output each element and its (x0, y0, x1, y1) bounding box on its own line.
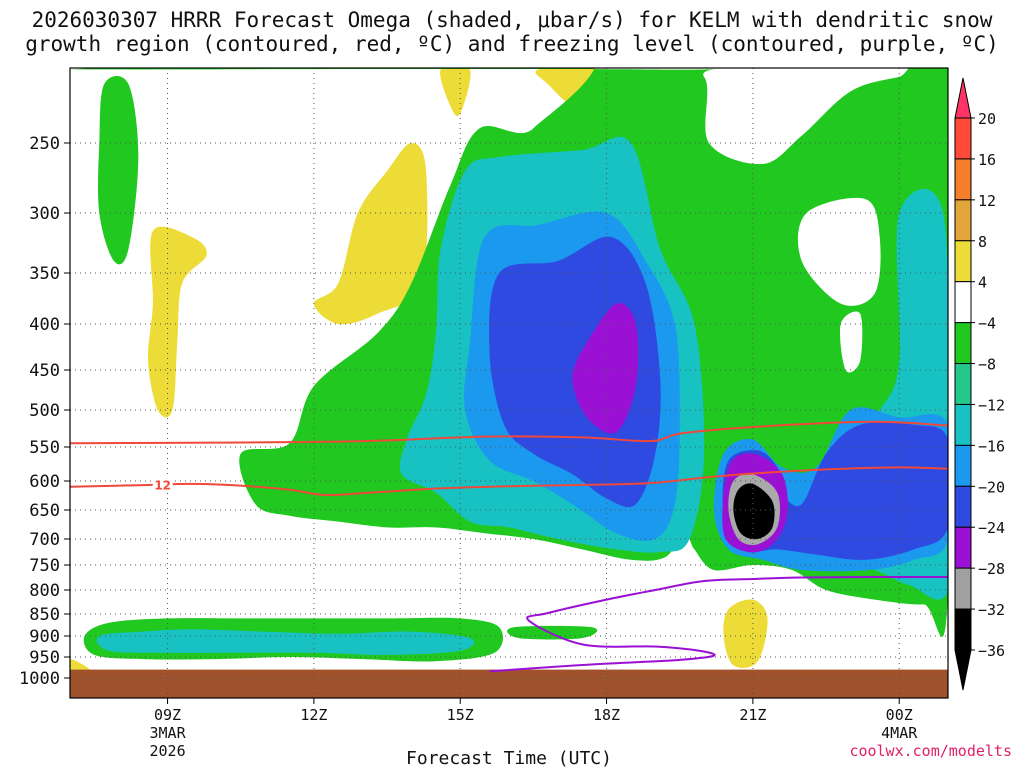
colorbar-segment (954, 117, 972, 160)
omega-region-right-white-hole-2 (839, 311, 863, 373)
colorbar-label: 16 (978, 151, 996, 169)
y-tick-label-850: 850 (29, 605, 60, 625)
chart-title-line-1: 2026030307 HRRR Forecast Omega (shaded, … (31, 8, 993, 32)
y-tick-label-650: 650 (29, 501, 60, 521)
colorbar-segment (954, 567, 972, 610)
y-tick-label-600: 600 (29, 472, 60, 492)
omega-region-bottom-yellow (723, 599, 768, 668)
colorbar-label: 20 (978, 110, 996, 128)
x-tick-label: 3MAR (149, 724, 186, 742)
colorbar-label: −36 (978, 642, 1005, 660)
colorbar-label: −4 (978, 315, 996, 333)
colorbar-segment (954, 485, 972, 528)
y-tick-label-900: 900 (29, 627, 60, 647)
chart-title-line-2: growth region (contoured, red, ºC) and f… (25, 32, 999, 56)
omega-region-upper-left-green (97, 75, 139, 265)
contour-dgz-lower (70, 466, 948, 497)
omega-region-top-yellow-1 (440, 68, 471, 117)
contour-label-bg (152, 477, 173, 492)
x-tick-label: 21Z (739, 706, 766, 724)
x-tick-label: 18Z (593, 706, 620, 724)
ground-surface (70, 669, 948, 698)
colorbar-label: −28 (978, 560, 1005, 578)
omega-region-lower-teal-band (96, 629, 475, 655)
y-tick-label-700: 700 (29, 530, 60, 550)
colorbar-segment (954, 240, 972, 283)
x-tick-label: 4MAR (881, 724, 918, 742)
y-tick-label-250: 250 (29, 134, 60, 154)
colorbar-segment (954, 199, 972, 242)
omega-region-mid-yellow-1 (313, 143, 428, 325)
contour-dgz-upper (70, 420, 948, 445)
colorbar-label: −12 (978, 396, 1005, 414)
colorbar-label: −24 (978, 519, 1005, 537)
colorbar-segment (954, 608, 972, 651)
y-tick-label-300: 300 (29, 204, 60, 224)
omega-region-upper-left-yellow (147, 226, 207, 418)
colorbar-segment (954, 526, 972, 569)
colorbar-segment (954, 363, 972, 405)
colorbar-label: 12 (978, 192, 996, 210)
colorbar-segment (954, 403, 972, 446)
plot-frame (69, 67, 949, 699)
colorbar-bottom-arrow (954, 649, 972, 691)
y-tick-label-350: 350 (29, 264, 60, 284)
colorbar-label: 8 (978, 233, 987, 251)
colorbar-label: −20 (978, 478, 1005, 496)
x-tick-label: 12Z (300, 706, 327, 724)
colorbar-segment (954, 281, 972, 324)
x-tick-label: 2026 (149, 742, 185, 760)
omega-region-lower-green-2 (507, 625, 598, 640)
colorbar-segment (954, 158, 972, 201)
colorbar-label: −32 (978, 601, 1005, 619)
credit-link[interactable]: coolwx.com/modelts (849, 742, 1012, 760)
omega-region-right-white-hole (797, 197, 881, 306)
colorbar-label: 4 (978, 274, 987, 292)
y-tick-label-550: 550 (29, 438, 60, 458)
y-tick-label-400: 400 (29, 315, 60, 335)
colorbar-top-arrow (954, 77, 972, 119)
colorbar-label: −16 (978, 437, 1005, 455)
omega-region-core-black (733, 483, 775, 540)
contour-label: 12 (154, 479, 171, 493)
omega-region-purple-main (572, 303, 639, 434)
x-tick-label: 00Z (886, 706, 913, 724)
omega-region-bottom-left-yellow (70, 659, 90, 673)
y-tick-label-800: 800 (29, 581, 60, 601)
x-tick-label: 09Z (154, 706, 181, 724)
y-tick-label-950: 950 (29, 648, 60, 668)
colorbar-segment (954, 322, 972, 365)
colorbar-segment (954, 444, 972, 487)
y-tick-label-450: 450 (29, 361, 60, 381)
y-tick-label-1000: 1000 (19, 669, 60, 689)
colorbar-label: −8 (978, 356, 996, 374)
x-axis-label: Forecast Time (UTC) (406, 748, 612, 768)
x-tick-label: 15Z (447, 706, 474, 724)
y-tick-label-500: 500 (29, 401, 60, 421)
contour-freezing-level (489, 575, 948, 673)
y-tick-label-750: 750 (29, 556, 60, 576)
